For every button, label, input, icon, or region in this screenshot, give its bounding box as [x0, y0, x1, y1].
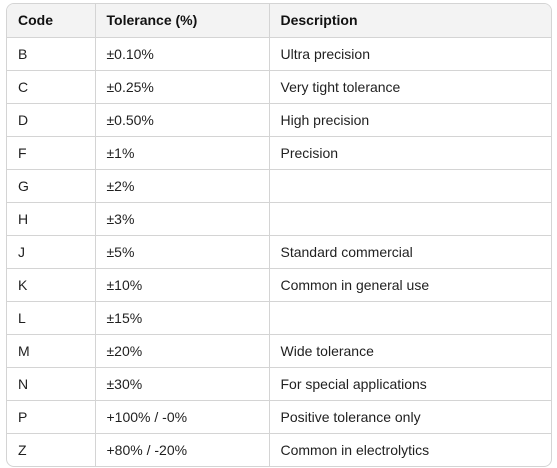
table-row: P +100% / -0% Positive tolerance only	[7, 399, 551, 433]
cell-code: D	[7, 102, 95, 136]
cell-tolerance: ±15%	[94, 300, 269, 334]
cell-code: J	[7, 234, 95, 268]
cell-description: Wide tolerance	[268, 333, 551, 367]
cell-code: F	[7, 135, 95, 169]
table-row: Z +80% / -20% Common in electrolytics	[7, 432, 551, 466]
cell-description: Precision	[268, 135, 551, 169]
cell-tolerance: ±0.50%	[94, 102, 269, 136]
cell-tolerance: +80% / -20%	[94, 432, 269, 466]
table-row: F ±1% Precision	[7, 135, 551, 169]
table-row: K ±10% Common in general use	[7, 267, 551, 301]
cell-description: High precision	[268, 102, 551, 136]
header-description: Description	[268, 4, 551, 37]
tolerance-table-container: Code Tolerance (%) Description B ±0.10% …	[6, 3, 552, 467]
table-row: M ±20% Wide tolerance	[7, 333, 551, 367]
cell-tolerance: ±10%	[94, 267, 269, 301]
cell-description: Common in electrolytics	[268, 432, 551, 466]
cell-code: L	[7, 300, 95, 334]
table-row: L ±15%	[7, 300, 551, 334]
table-row: H ±3%	[7, 201, 551, 235]
cell-description: Positive tolerance only	[268, 399, 551, 433]
table-row: J ±5% Standard commercial	[7, 234, 551, 268]
cell-description: Ultra precision	[268, 36, 551, 70]
cell-code: N	[7, 366, 95, 400]
cell-tolerance: ±0.25%	[94, 69, 269, 103]
table-row: G ±2%	[7, 168, 551, 202]
cell-description: Standard commercial	[268, 234, 551, 268]
cell-description: Very tight tolerance	[268, 69, 551, 103]
cell-tolerance: +100% / -0%	[94, 399, 269, 433]
cell-description	[268, 168, 551, 202]
table-row: C ±0.25% Very tight tolerance	[7, 69, 551, 103]
cell-description	[268, 300, 551, 334]
cell-code: Z	[7, 432, 95, 466]
cell-tolerance: ±3%	[94, 201, 269, 235]
cell-code: G	[7, 168, 95, 202]
table-row: D ±0.50% High precision	[7, 102, 551, 136]
cell-description: Common in general use	[268, 267, 551, 301]
header-code: Code	[7, 4, 95, 37]
cell-code: H	[7, 201, 95, 235]
cell-code: P	[7, 399, 95, 433]
cell-description	[268, 201, 551, 235]
cell-tolerance: ±1%	[94, 135, 269, 169]
cell-description: For special applications	[268, 366, 551, 400]
cell-tolerance: ±20%	[94, 333, 269, 367]
cell-tolerance: ±0.10%	[94, 36, 269, 70]
header-tolerance: Tolerance (%)	[94, 4, 269, 37]
table-row: B ±0.10% Ultra precision	[7, 36, 551, 70]
cell-tolerance: ±30%	[94, 366, 269, 400]
table-row: N ±30% For special applications	[7, 366, 551, 400]
cell-tolerance: ±5%	[94, 234, 269, 268]
cell-code: B	[7, 36, 95, 70]
cell-code: C	[7, 69, 95, 103]
tolerance-code-table: Code Tolerance (%) Description B ±0.10% …	[7, 4, 551, 466]
cell-code: M	[7, 333, 95, 367]
table-header-row: Code Tolerance (%) Description	[7, 4, 551, 37]
cell-code: K	[7, 267, 95, 301]
cell-tolerance: ±2%	[94, 168, 269, 202]
